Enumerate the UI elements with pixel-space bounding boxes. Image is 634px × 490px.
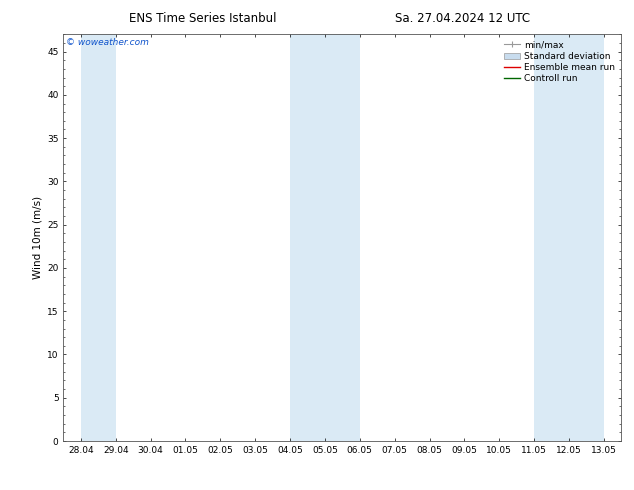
- Text: © woweather.com: © woweather.com: [66, 38, 149, 47]
- Bar: [81, 34, 116, 441]
- Bar: [534, 34, 604, 441]
- Text: Sa. 27.04.2024 12 UTC: Sa. 27.04.2024 12 UTC: [395, 12, 531, 25]
- Legend: min/max, Standard deviation, Ensemble mean run, Controll run: min/max, Standard deviation, Ensemble me…: [502, 39, 617, 85]
- Bar: [290, 34, 359, 441]
- Y-axis label: Wind 10m (m/s): Wind 10m (m/s): [33, 196, 43, 279]
- Text: ENS Time Series Istanbul: ENS Time Series Istanbul: [129, 12, 276, 25]
